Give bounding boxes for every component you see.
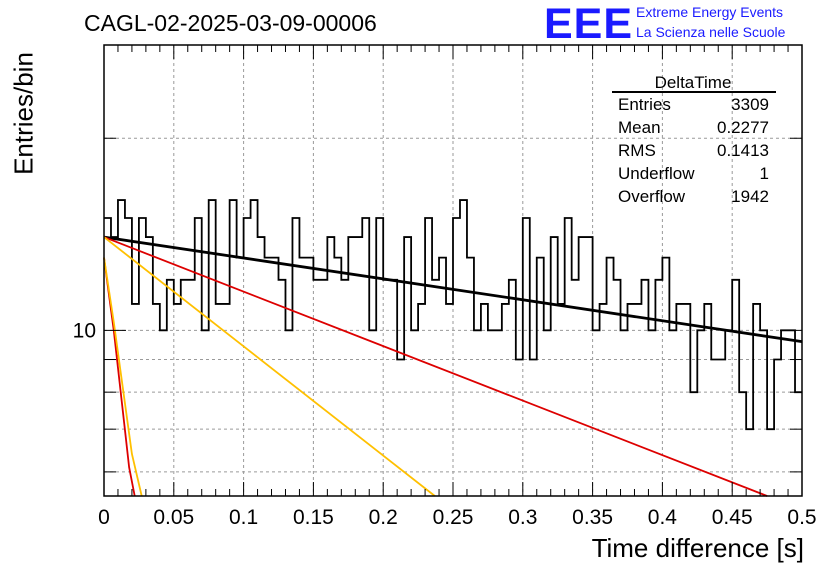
stats-row-value: 0.2277 bbox=[717, 118, 769, 137]
stats-row-label: RMS bbox=[618, 141, 656, 160]
fit-curve bbox=[103, 236, 768, 497]
fit-curve bbox=[103, 235, 803, 344]
x-tick-label: 0.1 bbox=[229, 506, 258, 529]
histogram-step-line bbox=[104, 199, 802, 431]
fit-curve bbox=[103, 257, 143, 497]
fit-curves bbox=[103, 235, 803, 497]
histogram-series bbox=[104, 199, 802, 431]
stats-row-label: Overflow bbox=[618, 187, 686, 206]
x-tick-label: 0.05 bbox=[153, 506, 194, 529]
stats-row-value: 1942 bbox=[731, 187, 769, 206]
axis-ticks bbox=[103, 45, 803, 496]
logo-mark: EEE bbox=[544, 0, 634, 48]
stats-row-label: Entries bbox=[618, 95, 671, 114]
x-tick-label: 0.25 bbox=[433, 506, 474, 529]
chart-title: CAGL-02-2025-03-09-00006 bbox=[84, 10, 377, 36]
x-tick-label: 0.45 bbox=[712, 506, 753, 529]
stats-title: DeltaTime bbox=[655, 73, 732, 92]
x-tick-label: 0.15 bbox=[293, 506, 334, 529]
x-tick-label: 0.5 bbox=[787, 506, 816, 529]
stats-row-label: Mean bbox=[618, 118, 661, 137]
logo-subtitle-2: La Scienza nelle Scuole bbox=[636, 24, 786, 40]
x-tick-label: 0 bbox=[98, 506, 110, 529]
tick-labels: 0 0.05 0.1 0.15 0.2 0.25 0.3 0.35 0.4 0.45 0.5 10 bbox=[73, 319, 817, 529]
stats-row-value: 0.1413 bbox=[717, 141, 769, 160]
y-axis-label: Entries/bin bbox=[8, 52, 39, 175]
grid-lines bbox=[104, 45, 802, 496]
stats-row-label: Underflow bbox=[618, 164, 695, 183]
logo-subtitle-1: Extreme Energy Events bbox=[636, 4, 784, 20]
x-tick-label: 0.35 bbox=[572, 506, 613, 529]
stats-box: DeltaTime Entries 3309 Mean 0.2277 RMS 0.1413… bbox=[612, 73, 776, 206]
stats-row-value: 3309 bbox=[731, 95, 769, 114]
x-tick-label: 0.4 bbox=[648, 506, 678, 529]
x-tick-label: 0.2 bbox=[369, 506, 398, 529]
fit-curve bbox=[103, 236, 436, 497]
x-tick-label: 0.3 bbox=[508, 506, 537, 529]
x-axis-label: Time difference [s] bbox=[591, 533, 804, 563]
y-tick-label: 10 bbox=[73, 319, 96, 342]
stats-row-value: 1 bbox=[760, 164, 769, 183]
